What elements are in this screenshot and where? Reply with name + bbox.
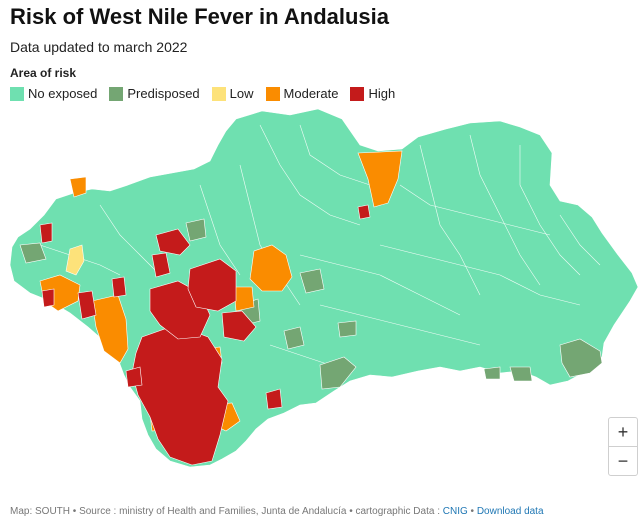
region-high xyxy=(187,258,237,312)
region-moderate xyxy=(91,294,129,364)
footer-credit: Map: SOUTH • Source : ministry of Health… xyxy=(10,506,443,517)
cnig-link[interactable]: CNIG xyxy=(442,506,468,517)
region-predisposed xyxy=(337,320,357,338)
region-high xyxy=(111,276,127,298)
map-title: Risk of West Nile Fever in Andalusia xyxy=(10,4,389,29)
legend-swatch xyxy=(109,86,124,101)
zoom-control: + − xyxy=(608,417,638,476)
region-high xyxy=(77,290,97,320)
zoom-out-button[interactable]: − xyxy=(609,446,637,475)
region-high xyxy=(357,204,371,220)
legend-swatch xyxy=(350,86,365,101)
region-moderate xyxy=(357,150,403,208)
region-high xyxy=(155,228,191,256)
region-predisposed xyxy=(509,366,533,382)
legend-item-low[interactable]: Low xyxy=(211,86,254,101)
region-predisposed xyxy=(483,366,501,380)
legend-label: High xyxy=(368,86,396,101)
footer: Map: SOUTH • Source : ministry of Health… xyxy=(10,506,544,517)
legend-swatch xyxy=(10,86,24,101)
region-high xyxy=(41,288,55,308)
region-high xyxy=(39,222,53,244)
region-moderate xyxy=(233,286,255,312)
legend-swatch xyxy=(211,86,226,101)
regions-high[interactable] xyxy=(39,204,371,466)
legend-item-moderate[interactable]: Moderate xyxy=(265,86,339,101)
region-high xyxy=(221,310,257,342)
region-high xyxy=(151,252,171,278)
municipal-boundaries xyxy=(39,124,601,366)
region-predisposed xyxy=(185,218,207,242)
region-predisposed xyxy=(19,242,47,264)
footer-separator: • xyxy=(467,506,477,517)
map-subtitle: Data updated to march 2022 xyxy=(10,39,188,55)
map-svg[interactable] xyxy=(0,105,640,475)
download-data-link[interactable]: Download data xyxy=(476,506,544,517)
legend: No exposed Predisposed Low Moderate High xyxy=(10,86,407,101)
region-high xyxy=(125,366,143,388)
legend-label: Moderate xyxy=(283,86,339,101)
legend-label: Predisposed xyxy=(127,86,200,101)
legend-swatch xyxy=(265,86,280,101)
region-predisposed xyxy=(283,326,305,350)
region-predisposed xyxy=(319,356,357,390)
region-moderate xyxy=(69,176,87,198)
legend-item-predisposed[interactable]: Predisposed xyxy=(109,86,200,101)
region-high xyxy=(131,324,229,466)
region-high xyxy=(265,388,283,410)
region-moderate xyxy=(249,244,293,292)
region-low[interactable] xyxy=(65,244,85,276)
legend-item-no-exposed[interactable]: No exposed xyxy=(10,86,97,101)
choropleth-map[interactable] xyxy=(0,105,640,475)
legend-title: Area of risk xyxy=(10,66,77,80)
region-predisposed xyxy=(299,268,325,294)
region-predisposed xyxy=(559,338,603,378)
legend-label: No exposed xyxy=(28,86,98,101)
zoom-in-button[interactable]: + xyxy=(617,421,629,442)
legend-item-high[interactable]: High xyxy=(350,86,395,101)
legend-label: Low xyxy=(229,86,254,101)
